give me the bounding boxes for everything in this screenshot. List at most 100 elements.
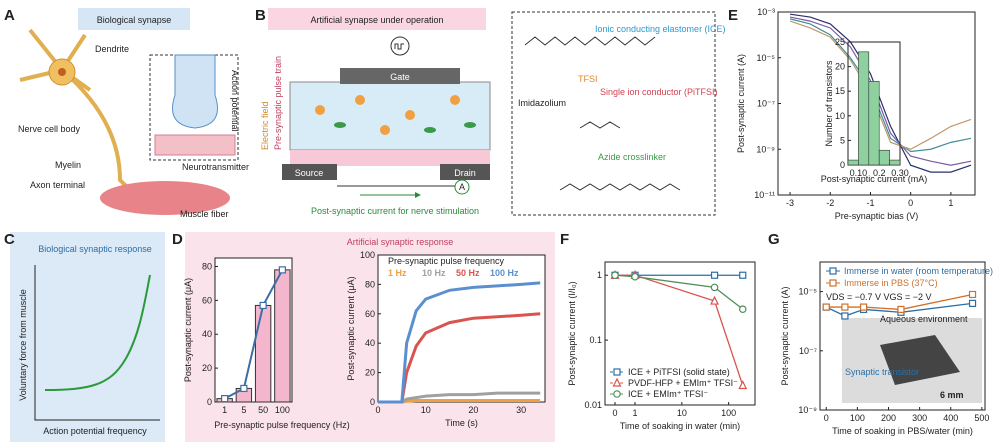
- y-tick-label: 0.01: [584, 400, 602, 410]
- panel-title: Artificial synaptic response: [347, 237, 454, 247]
- label: Post-synaptic current for nerve stimulat…: [311, 206, 479, 216]
- structure: [524, 36, 656, 46]
- pulse-icon: [394, 43, 404, 50]
- y-tick-label: 60: [202, 295, 212, 305]
- marker: [829, 279, 837, 287]
- drain: [440, 164, 490, 180]
- marker: [613, 390, 621, 398]
- y-tick-label: 15: [835, 86, 845, 96]
- y-tick-label: 20: [202, 363, 212, 373]
- y-tick-label: 10⁻³: [757, 7, 775, 17]
- y-tick-label: 0: [840, 160, 845, 170]
- label: Electric field: [260, 101, 270, 150]
- panel-label: A: [4, 7, 15, 24]
- device-array: [880, 335, 960, 385]
- bar: [868, 81, 880, 166]
- label: Single ion conductor (PiTFSI): [600, 87, 718, 97]
- legend-title: Pre-synaptic pulse frequency: [388, 256, 505, 266]
- x-axis-label: Post-synaptic current (mA): [821, 174, 928, 184]
- title-box: [78, 8, 190, 30]
- x-tick-label: 30: [516, 405, 526, 415]
- y-axis-label: Voluntary force from muscle: [18, 289, 28, 401]
- y-tick-label: 10⁻⁹: [756, 144, 775, 154]
- series-line: [614, 274, 744, 310]
- y-tick-label: 10⁻⁵: [757, 53, 776, 63]
- x-tick-label: 0.2: [873, 168, 886, 178]
- panel-label: F: [560, 231, 569, 248]
- legend-entry: 50 Hz: [456, 268, 480, 278]
- y-tick-label: 100: [360, 250, 375, 260]
- x-tick-label: 0: [824, 413, 829, 423]
- x-tick-label: 10: [421, 405, 431, 415]
- label: TFSI: [578, 74, 598, 84]
- marker: [859, 303, 868, 311]
- marker: [738, 305, 747, 313]
- x-tick-label: 200: [881, 413, 896, 423]
- x-tick-label: 0: [908, 198, 913, 208]
- legend-entry: 100 Hz: [490, 268, 519, 278]
- y-tick-label: 0: [370, 397, 375, 407]
- y-tick-label: 10⁻⁷: [799, 346, 817, 356]
- pulse-source: [390, 36, 410, 56]
- y-tick-label: 0: [207, 397, 212, 407]
- x-axis-label: Time (s): [445, 418, 478, 428]
- legend-entry: ICE + EMIm⁺ TFSI⁻: [628, 389, 708, 399]
- y-tick-label: 80: [365, 279, 375, 289]
- panel-c: C Biological synaptic response Voluntary…: [4, 231, 165, 442]
- marker: [611, 271, 619, 280]
- axes: [34, 265, 160, 421]
- x-tick-label: 100: [850, 413, 865, 423]
- label: A: [459, 182, 465, 192]
- y-tick-label: 5: [840, 135, 845, 145]
- label: Ionic conducting elastomer (ICE): [595, 24, 726, 34]
- marker: [739, 271, 747, 279]
- y-axis-label: Number of transistors: [824, 60, 834, 147]
- legend-entry: 10 Hz: [422, 268, 446, 278]
- y-tick-label: 60: [365, 309, 375, 319]
- label: Synaptic transistor: [845, 367, 919, 377]
- y-tick-label: 10⁻⁷: [757, 99, 775, 109]
- label: Aqueous environment: [880, 314, 968, 324]
- y-tick-label: 20: [835, 62, 845, 72]
- label: Drain: [454, 168, 476, 178]
- x-tick-label: 1: [222, 405, 227, 415]
- channel: [289, 81, 491, 151]
- bar: [858, 51, 870, 166]
- x-tick-label: 300: [912, 413, 927, 423]
- series-line: [378, 281, 541, 404]
- x-tick-label: -1: [866, 198, 874, 208]
- x-tick-label: 1: [632, 408, 637, 418]
- panel-label: E: [728, 7, 738, 24]
- label: Nerve cell body: [18, 124, 81, 134]
- annotation: VDS = −0.7 V VGS = −2 V: [826, 292, 932, 302]
- x-tick-label: 0.10: [850, 168, 868, 178]
- marker: [710, 283, 719, 292]
- x-tick-label: 5: [241, 405, 246, 415]
- marker: [841, 312, 849, 320]
- muscle: [100, 181, 230, 215]
- y-tick-label: 10⁻⁵: [799, 287, 818, 297]
- y-tick-label: 0.1: [589, 335, 602, 345]
- y-axis-label: Post-synaptic current (A): [736, 54, 746, 153]
- title-box: [268, 8, 486, 30]
- panel-title: Biological synapse: [97, 15, 172, 25]
- x-axis-label: Pre-synaptic pulse frequency (Hz): [214, 420, 350, 430]
- marker: [259, 301, 267, 310]
- marker: [897, 305, 905, 314]
- label: 6 mm: [940, 390, 964, 400]
- marker: [612, 377, 622, 387]
- legend-entry: 1 Hz: [388, 268, 407, 278]
- label: Action potential: [230, 70, 240, 132]
- postsynaptic: [154, 134, 236, 156]
- series-line: [789, 13, 972, 173]
- y-tick-label: 40: [202, 329, 212, 339]
- nucleus: [58, 68, 66, 76]
- neuron: [19, 28, 137, 197]
- marker: [631, 272, 639, 281]
- y-tick-label: 1: [597, 270, 602, 280]
- marker: [968, 299, 977, 307]
- x-tick-label: 0: [612, 408, 617, 418]
- x-axis-label: Time of soaking in PBS/water (min): [832, 426, 973, 436]
- x-tick-label: 10: [677, 408, 687, 418]
